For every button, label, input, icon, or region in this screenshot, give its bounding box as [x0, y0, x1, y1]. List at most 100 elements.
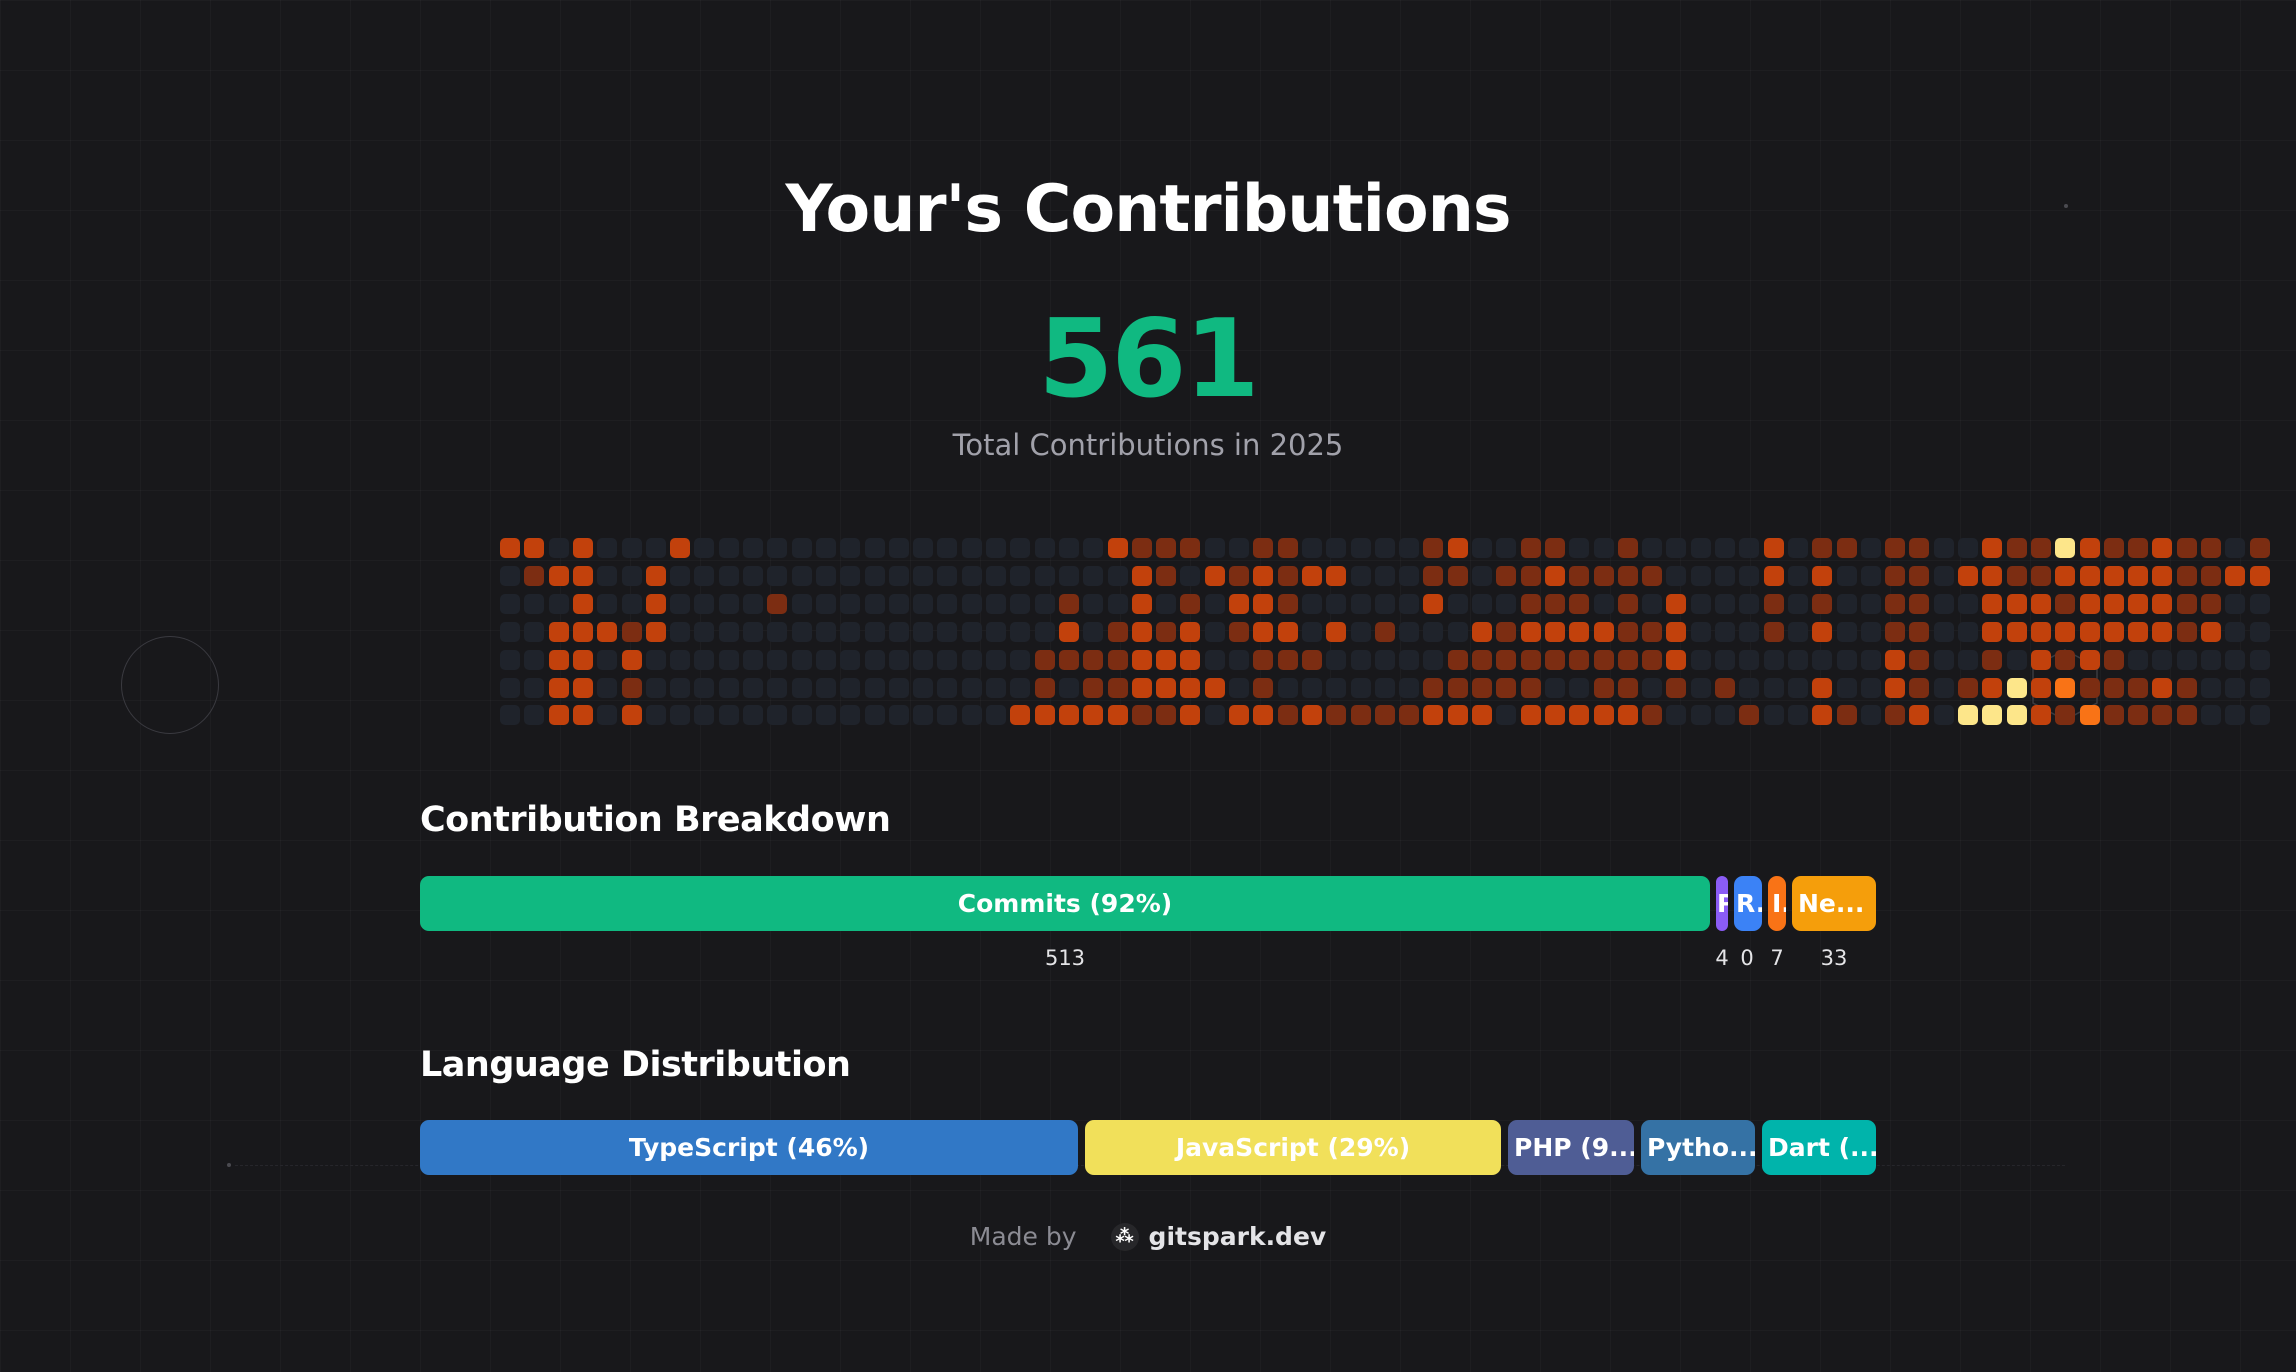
language-segment-dart[interactable]: Dart (... — [1762, 1120, 1876, 1175]
heatmap-cell — [791, 538, 812, 558]
heatmap-cell — [2128, 593, 2149, 614]
heatmap-cell — [1180, 593, 1201, 614]
heatmap-cell — [840, 538, 861, 558]
heatmap-cell — [1715, 677, 1735, 698]
heatmap-cell — [2030, 677, 2051, 698]
heatmap-cell — [1472, 621, 1492, 642]
breakdown-segment-new-repos[interactable]: Ne... — [1792, 876, 1876, 931]
heatmap-cell — [597, 538, 618, 558]
heatmap-cell — [1958, 565, 1978, 586]
heatmap-cell — [1204, 705, 1225, 726]
heatmap-cell — [1642, 593, 1663, 614]
language-segment-php[interactable]: PHP (9... — [1508, 1120, 1634, 1175]
heatmap-cell — [500, 677, 520, 698]
heatmap-cell — [791, 621, 812, 642]
heatmap-cell — [524, 565, 545, 586]
heatmap-cell — [2176, 621, 2197, 642]
heatmap-cell — [2249, 677, 2270, 698]
heatmap-cell — [840, 705, 861, 726]
heatmap-cell — [2006, 621, 2027, 642]
breakdown-segment-pull-requests[interactable]: P — [1716, 876, 1728, 931]
heatmap-cell — [1107, 649, 1128, 670]
heatmap-cell — [1763, 705, 1784, 726]
heatmap-cell — [1812, 593, 1833, 614]
heatmap-cell — [1447, 649, 1468, 670]
heatmap-cell — [1739, 649, 1760, 670]
heatmap-cell — [1277, 565, 1298, 586]
heatmap-cell — [1350, 593, 1371, 614]
heatmap-cell — [1229, 565, 1249, 586]
heatmap-cell — [2201, 565, 2221, 586]
language-segment-javascript[interactable]: JavaScript (29%) — [1085, 1120, 1501, 1175]
heatmap-cell — [937, 538, 958, 558]
heatmap-cell — [524, 593, 545, 614]
language-segment-python[interactable]: Pytho... — [1641, 1120, 1755, 1175]
heatmap-cell — [1812, 677, 1833, 698]
heatmap-cell — [2249, 621, 2270, 642]
heatmap-cell — [1593, 621, 1614, 642]
heatmap-cell — [1617, 565, 1638, 586]
heatmap-cell — [1593, 705, 1614, 726]
heatmap-cell — [2006, 649, 2027, 670]
heatmap-cell — [2103, 621, 2124, 642]
heatmap-cell — [1229, 649, 1249, 670]
heatmap-cell — [1083, 593, 1104, 614]
heatmap-cell — [1374, 538, 1395, 558]
heatmap-cell — [670, 649, 691, 670]
heatmap-cell — [2128, 565, 2149, 586]
heatmap-cell — [1909, 649, 1930, 670]
heatmap-cell — [1520, 538, 1541, 558]
breakdown-title: Contribution Breakdown — [420, 800, 891, 840]
heatmap-cell — [1253, 677, 1274, 698]
heatmap-cell — [2201, 649, 2221, 670]
heatmap-cell — [743, 538, 763, 558]
heatmap-cell — [645, 565, 666, 586]
heatmap-cell — [1763, 621, 1784, 642]
heatmap-cell — [1447, 538, 1468, 558]
decorative-dot — [2064, 204, 2068, 208]
heatmap-cell — [1982, 705, 2003, 726]
heatmap-cell — [1058, 705, 1079, 726]
breakdown-count-pull-requests: 4 — [1715, 946, 1729, 970]
heatmap-cell — [1447, 593, 1468, 614]
heatmap-cell — [2006, 705, 2027, 726]
heatmap-cell — [840, 621, 861, 642]
language-segment-typescript[interactable]: TypeScript (46%) — [420, 1120, 1078, 1175]
heatmap-cell — [500, 705, 520, 726]
heatmap-cell — [1569, 593, 1590, 614]
heatmap-cell — [1836, 621, 1857, 642]
heatmap-cell — [2176, 705, 2197, 726]
heatmap-cell — [2055, 705, 2076, 726]
heatmap-cell — [1642, 649, 1663, 670]
breakdown-segment-issues[interactable]: I... — [1768, 876, 1786, 931]
heatmap-cell — [961, 593, 982, 614]
brand-link[interactable]: ⁂ gitspark.dev — [1110, 1222, 1326, 1251]
heatmap-cell — [1787, 705, 1808, 726]
heatmap-cell — [2006, 593, 2027, 614]
heatmap-cell — [2006, 565, 2027, 586]
heatmap-cell — [2225, 705, 2246, 726]
heatmap-cell — [1666, 565, 1687, 586]
heatmap-cell — [1326, 593, 1347, 614]
heatmap-cell — [1301, 649, 1322, 670]
heatmap-cell — [1131, 705, 1152, 726]
heatmap-cell — [961, 677, 982, 698]
heatmap-cell — [2225, 538, 2246, 558]
breakdown-count-commits: 513 — [1044, 946, 1086, 970]
heatmap-cell — [815, 677, 836, 698]
heatmap-cell — [2055, 677, 2076, 698]
heatmap-cell — [597, 565, 618, 586]
heatmap-cell — [2225, 649, 2246, 670]
heatmap-cell — [2249, 538, 2270, 558]
heatmap-cell — [815, 538, 836, 558]
heatmap-cell — [2055, 593, 2076, 614]
heatmap-cell — [1083, 705, 1104, 726]
heatmap-cell — [2225, 621, 2246, 642]
breakdown-segment-reviews[interactable]: R... — [1734, 876, 1762, 931]
heatmap-cell — [1374, 621, 1395, 642]
heatmap-cell — [694, 649, 715, 670]
heatmap-cell — [1034, 677, 1055, 698]
breakdown-segment-commits[interactable]: Commits (92%) — [420, 876, 1710, 931]
heatmap-cell — [1326, 621, 1347, 642]
heatmap-cell — [2079, 538, 2100, 558]
